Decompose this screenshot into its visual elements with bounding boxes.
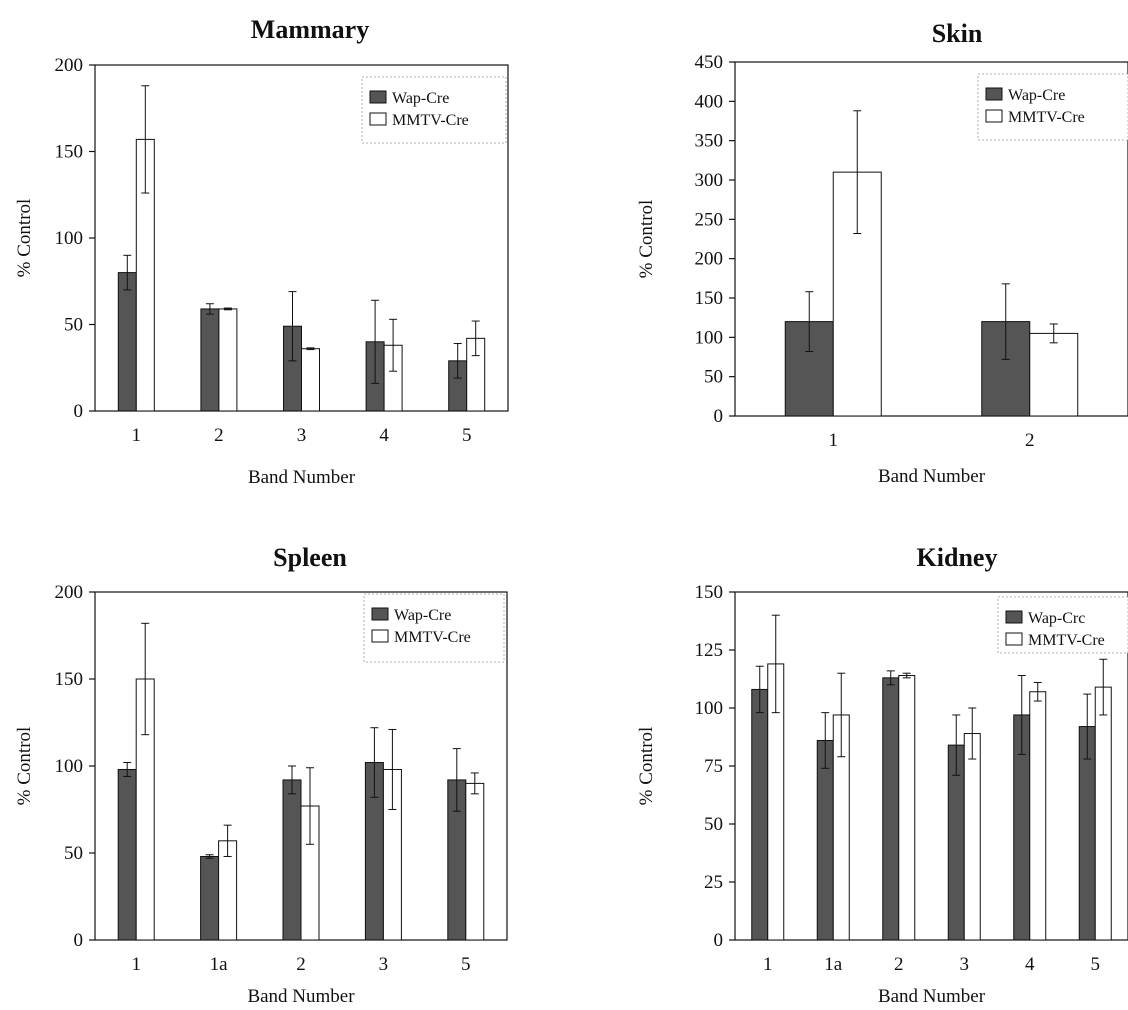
mammary-ytick-label: 100 — [55, 228, 84, 249]
kidney-xtick-label: 4 — [1025, 954, 1035, 975]
kidney-legend-swatch-mmtv — [1005, 632, 1023, 646]
skin-legend-label: Wap-Cre — [1008, 87, 1065, 104]
kidney-xtick-label: 1 — [763, 954, 773, 975]
spleen-legend-label: Wap-Cre — [394, 607, 451, 624]
mammary-legend-label: MMTV-Cre — [392, 112, 469, 129]
mammary-bar-mmtv — [301, 348, 320, 412]
spleen-bar-wap — [282, 779, 302, 941]
kidney-ytick-label: 75 — [704, 756, 723, 777]
mammary-ytick-label: 150 — [55, 142, 84, 163]
skin-ylabel: % Control — [636, 200, 657, 279]
mammary-title: Mammary — [251, 15, 369, 44]
skin-plot-frame — [734, 61, 1128, 417]
mammary-xlabel: Band Number — [248, 467, 356, 488]
spleen-bar-mmtv — [465, 782, 485, 941]
kidney-ytick-label: 150 — [695, 582, 724, 603]
skin-legend-label: MMTV-Cre — [1008, 109, 1085, 126]
spleen-xtick-label: 5 — [461, 954, 471, 975]
mammary-ytick-label: 200 — [55, 55, 84, 76]
kidney-ylabel: % Control — [636, 727, 657, 806]
skin-legend-swatch-mmtv — [985, 109, 1003, 123]
skin-ytick-label: 350 — [695, 131, 724, 152]
kidney-ytick-label: 100 — [695, 698, 724, 719]
mammary-ytick-label: 0 — [74, 401, 84, 422]
skin-ytick-label: 450 — [695, 52, 724, 73]
mammary-ytick-label: 50 — [64, 315, 83, 336]
kidney-xtick-label: 3 — [960, 954, 970, 975]
spleen-ylabel: % Control — [14, 727, 35, 806]
spleen-xtick-label: 3 — [379, 954, 389, 975]
kidney-legend-swatch-wap — [1005, 610, 1023, 624]
skin-ytick-label: 50 — [704, 367, 723, 388]
spleen-ytick-label: 200 — [55, 582, 84, 603]
mammary-xtick-label: 3 — [297, 425, 307, 446]
kidney-xtick-label: 1a — [824, 954, 843, 975]
spleen-xtick-label: 1a — [210, 954, 229, 975]
spleen-title: Spleen — [273, 543, 347, 572]
mammary-xtick-label: 2 — [214, 425, 224, 446]
spleen-ytick-label: 50 — [64, 843, 83, 864]
mammary-xtick-label: 5 — [462, 425, 472, 446]
spleen-ytick-label: 100 — [55, 756, 84, 777]
kidney-ytick-label: 25 — [704, 872, 723, 893]
spleen-legend-swatch-mmtv — [371, 629, 389, 643]
mammary-ylabel: % Control — [14, 199, 35, 278]
skin-title: Skin — [932, 19, 983, 48]
kidney-bar-wap — [751, 688, 769, 941]
spleen-bar-wap — [117, 768, 137, 941]
skin-ytick-label: 0 — [714, 406, 724, 427]
skin-ytick-label: 400 — [695, 91, 724, 112]
mammary-xtick-label: 1 — [132, 425, 142, 446]
kidney-title: Kidney — [917, 543, 998, 572]
spleen-panel: Spleen 0 50 100 150 200 % Control Band Number 1 1… — [14, 543, 508, 1007]
mammary-bar-wap — [117, 272, 137, 412]
spleen-ytick-label: 0 — [74, 930, 84, 951]
kidney-legend-label: Wap-Crc — [1028, 610, 1085, 627]
kidney-xlabel: Band Number — [878, 986, 986, 1007]
kidney-bar-wap — [816, 739, 834, 941]
mammary-legend-swatch-wap — [369, 90, 387, 104]
skin-ytick-label: 200 — [695, 249, 724, 270]
spleen-legend-box — [363, 593, 505, 663]
kidney-legend-label: MMTV-Cre — [1028, 632, 1105, 649]
spleen-ytick-label: 150 — [55, 669, 84, 690]
skin-panel: Skin 0 50 100 150 200 250 300 350 400 450 % Control… — [636, 19, 1128, 487]
kidney-bar-mmtv — [898, 675, 916, 941]
kidney-xtick-label: 5 — [1091, 954, 1101, 975]
skin-ytick-label: 150 — [695, 288, 724, 309]
mammary-xtick-label: 4 — [379, 425, 389, 446]
kidney-bar-mmtv — [963, 733, 981, 941]
mammary-legend-swatch-mmtv — [369, 112, 387, 126]
skin-bar-mmtv — [1029, 332, 1079, 417]
skin-ytick-label: 300 — [695, 170, 724, 191]
mammary-bar-wap — [200, 308, 220, 412]
spleen-xtick-label: 2 — [296, 954, 306, 975]
kidney-xtick-label: 2 — [894, 954, 904, 975]
skin-ytick-label: 100 — [695, 327, 724, 348]
skin-ytick-label: 250 — [695, 209, 724, 230]
kidney-bar-wap — [882, 677, 900, 941]
spleen-bar-wap — [200, 855, 220, 941]
skin-xtick-label: 2 — [1025, 430, 1035, 451]
spleen-legend-swatch-wap — [371, 607, 389, 621]
skin-legend-box — [977, 73, 1128, 141]
mammary-legend-box — [361, 76, 507, 144]
skin-xlabel: Band Number — [878, 466, 986, 487]
skin-legend-swatch-wap — [985, 87, 1003, 101]
mammary-bar-mmtv — [218, 308, 238, 412]
kidney-ytick-label: 125 — [695, 640, 724, 661]
mammary-legend-label: Wap-Cre — [392, 90, 449, 107]
spleen-legend-label: MMTV-Cre — [394, 629, 471, 646]
kidney-ytick-label: 0 — [714, 930, 724, 951]
kidney-bar-mmtv — [1029, 691, 1047, 941]
kidney-bar-mmtv — [1094, 686, 1112, 941]
spleen-xlabel: Band Number — [247, 986, 355, 1007]
kidney-ytick-label: 50 — [704, 814, 723, 835]
spleen-xtick-label: 1 — [131, 954, 141, 975]
skin-xtick-label: 1 — [829, 430, 839, 451]
mammary-panel: Mammary 0 50 100 150 200 % Control Band Number 1… — [14, 15, 509, 488]
